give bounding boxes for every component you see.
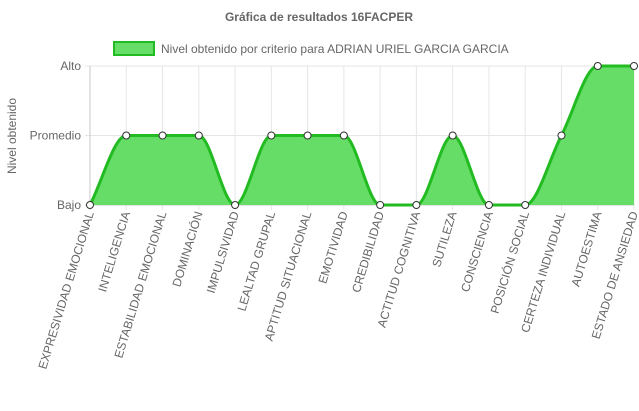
x-tick-label: INTELIGENCIA xyxy=(95,210,133,294)
data-point[interactable] xyxy=(158,131,167,140)
x-tick-label: CREDIBILIDAD xyxy=(349,209,387,294)
data-point[interactable] xyxy=(448,131,457,140)
y-tick-label: Bajo xyxy=(57,198,81,212)
data-point[interactable] xyxy=(303,131,312,140)
x-tick-label: IMPULSIVIDAD xyxy=(204,209,242,294)
data-point[interactable] xyxy=(231,201,240,209)
data-point[interactable] xyxy=(484,201,493,209)
series-line xyxy=(88,64,634,207)
y-tick-label: Promedio xyxy=(30,129,82,143)
legend-swatch xyxy=(113,41,155,56)
x-tick-label: DOMINACIÓN xyxy=(169,209,206,288)
y-axis-title: Nivel obtenido xyxy=(5,98,19,174)
data-points xyxy=(86,62,638,209)
chart-title: Gráfica de resultados 16FACPER xyxy=(225,10,413,24)
x-tick-label: POSICIÓN SOCIAL xyxy=(487,209,532,315)
data-point[interactable] xyxy=(194,131,203,140)
legend-label: Nivel obtenido por criterio para ADRIAN … xyxy=(161,42,509,56)
legend[interactable]: Nivel obtenido por criterio para ADRIAN … xyxy=(113,41,509,56)
x-axis: EXPRESIVIDAD EMOCIONALINTELIGENCIAESTABI… xyxy=(36,209,639,371)
y-tick-label: Alto xyxy=(60,59,81,73)
y-axis: Bajo Promedio Alto xyxy=(30,59,82,212)
x-tick-label: SUTILEZA xyxy=(429,210,459,269)
x-tick-label: EXPRESIVIDAD EMOCIONAL xyxy=(36,209,97,370)
data-point[interactable] xyxy=(412,201,421,209)
data-point[interactable] xyxy=(557,131,566,140)
data-point[interactable] xyxy=(521,201,530,209)
data-point[interactable] xyxy=(339,131,348,140)
data-point[interactable] xyxy=(122,131,131,140)
data-point[interactable] xyxy=(86,201,94,209)
x-tick-label: CONSCIENCIA xyxy=(458,210,496,294)
data-point[interactable] xyxy=(630,62,638,70)
data-point[interactable] xyxy=(267,131,276,140)
data-point[interactable] xyxy=(593,62,602,70)
x-tick-label: LEALTAD GRUPAL xyxy=(235,209,279,312)
data-point[interactable] xyxy=(376,201,385,209)
x-tick-label: AUTOESTIMA xyxy=(568,210,604,288)
x-tick-label: EMOTIVIDAD xyxy=(316,209,351,285)
